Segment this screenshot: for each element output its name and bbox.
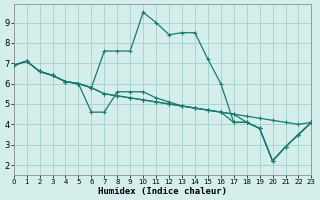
- X-axis label: Humidex (Indice chaleur): Humidex (Indice chaleur): [98, 187, 227, 196]
